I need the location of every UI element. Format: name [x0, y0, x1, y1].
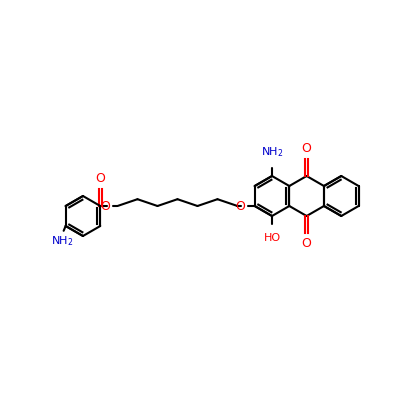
Text: O: O [302, 237, 312, 250]
Text: O: O [100, 200, 110, 212]
Text: O: O [302, 142, 312, 155]
Text: NH$_2$: NH$_2$ [261, 145, 283, 159]
Text: O: O [235, 200, 245, 212]
Text: O: O [95, 172, 105, 185]
Text: HO: HO [264, 233, 280, 243]
Text: NH$_2$: NH$_2$ [51, 234, 74, 248]
